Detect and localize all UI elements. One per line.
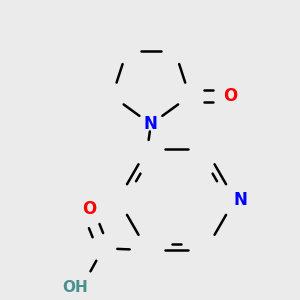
Text: O: O xyxy=(82,200,96,218)
Text: N: N xyxy=(144,115,158,133)
Text: N: N xyxy=(233,190,247,208)
Text: OH: OH xyxy=(62,280,88,296)
Text: O: O xyxy=(223,87,237,105)
